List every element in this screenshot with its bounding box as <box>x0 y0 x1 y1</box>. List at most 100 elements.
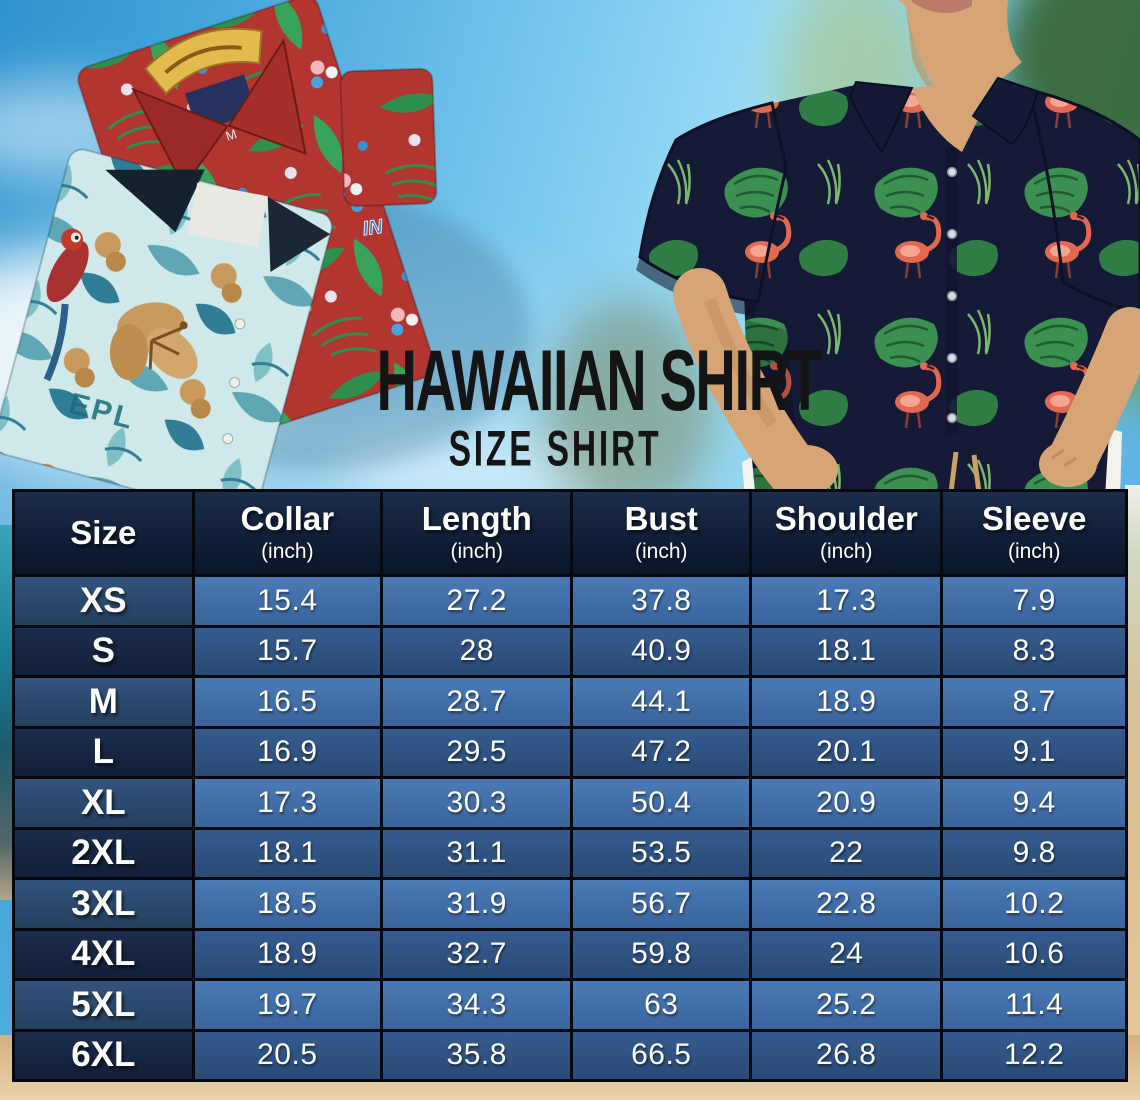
size-cell: XL <box>15 779 192 827</box>
column-header-length: Length (inch) <box>383 492 571 574</box>
size-cell: M <box>15 678 192 726</box>
page-subtitle: SIZE SHIRT <box>448 421 662 477</box>
value-cell: 12.2 <box>943 1031 1125 1079</box>
size-cell: S <box>15 627 192 675</box>
value-cell: 22 <box>752 829 941 877</box>
table-row-5xl: 5XL 19.7 34.3 63 25.2 11.4 <box>15 981 1125 1029</box>
table-row-4xl: 4XL 18.9 32.7 59.8 24 10.6 <box>15 930 1125 978</box>
column-unit: (inch) <box>820 539 873 563</box>
value-cell: 20.1 <box>752 728 941 776</box>
value-cell: 9.8 <box>943 829 1125 877</box>
value-cell: 16.5 <box>194 678 381 726</box>
table-row-s: S 15.7 28 40.9 18.1 8.3 <box>15 627 1125 675</box>
value-cell: 18.5 <box>194 880 381 928</box>
value-cell: 17.3 <box>194 779 381 827</box>
size-cell: 6XL <box>15 1031 192 1079</box>
value-cell: 10.6 <box>943 930 1125 978</box>
column-unit: (inch) <box>1007 539 1061 563</box>
value-cell: 53.5 <box>573 829 750 877</box>
value-cell: 15.7 <box>194 627 381 675</box>
value-cell: 63 <box>573 981 750 1029</box>
column-unit: (inch) <box>635 539 688 563</box>
column-header-bust: Bust (inch) <box>573 492 750 574</box>
shirt-buttons <box>946 166 958 424</box>
size-cell: XS <box>15 577 192 625</box>
column-label: Bust <box>624 500 698 538</box>
table-row-l: L 16.9 29.5 47.2 20.1 9.1 <box>15 728 1125 776</box>
value-cell: 30.3 <box>383 779 571 827</box>
model-neck <box>898 0 1022 99</box>
table-header-row: Size Collar (inch) Length (inch) Bust (inch) Sh… <box>15 492 1125 574</box>
folded-shirts-photo: M IN <box>0 0 530 500</box>
value-cell: 8.7 <box>943 678 1125 726</box>
value-cell: 7.9 <box>943 577 1125 625</box>
table-row-xl: XL 17.3 30.3 50.4 20.9 9.4 <box>15 779 1125 827</box>
value-cell: 59.8 <box>573 930 750 978</box>
value-cell: 18.1 <box>194 829 381 877</box>
value-cell: 66.5 <box>573 1031 750 1079</box>
column-label: Size <box>70 513 137 551</box>
column-label: Length <box>421 500 532 538</box>
red-shirt-logo-text: IN <box>361 216 384 241</box>
value-cell: 17.3 <box>752 577 941 625</box>
hibiscus-flower <box>109 302 198 381</box>
size-tag-text: M <box>224 126 239 144</box>
teal-hawaiian-shirt: EPL <box>0 148 333 500</box>
value-cell: 28 <box>383 627 571 675</box>
column-unit: (inch) <box>450 539 503 563</box>
title-block: HAWAIIAN SHIRT SIZE SHIRT <box>300 332 822 477</box>
size-cell: 4XL <box>15 930 192 978</box>
value-cell: 27.2 <box>383 577 571 625</box>
table-row-xs: XS 15.4 27.2 37.8 17.3 7.9 <box>15 577 1125 625</box>
value-cell: 15.4 <box>194 577 381 625</box>
value-cell: 8.3 <box>943 627 1125 675</box>
value-cell: 20.5 <box>194 1031 381 1079</box>
column-header-size: Size <box>15 492 192 574</box>
table-row-2xl: 2XL 18.1 31.1 53.5 22 9.8 <box>15 829 1125 877</box>
value-cell: 10.2 <box>943 880 1125 928</box>
value-cell: 31.1 <box>383 829 571 877</box>
parrot <box>43 228 89 382</box>
page-title: HAWAIIAN SHIRT <box>376 332 822 429</box>
value-cell: 18.9 <box>752 678 941 726</box>
model-photo <box>636 0 1140 500</box>
table-row-3xl: 3XL 18.5 31.9 56.7 22.8 10.2 <box>15 880 1125 928</box>
value-cell: 9.4 <box>943 779 1125 827</box>
size-cell: L <box>15 728 192 776</box>
value-cell: 29.5 <box>383 728 571 776</box>
value-cell: 47.2 <box>573 728 750 776</box>
column-label: Collar <box>240 500 335 538</box>
value-cell: 32.7 <box>383 930 571 978</box>
value-cell: 31.9 <box>383 880 571 928</box>
value-cell: 24 <box>752 930 941 978</box>
model-hawaiian-shirt <box>636 76 1140 500</box>
column-header-sleeve: Sleeve (inch) <box>943 492 1125 574</box>
column-label: Shoulder <box>774 500 918 538</box>
value-cell: 9.1 <box>943 728 1125 776</box>
value-cell: 28.7 <box>383 678 571 726</box>
table-row-6xl: 6XL 20.5 35.8 66.5 26.8 12.2 <box>15 1031 1125 1079</box>
value-cell: 37.8 <box>573 577 750 625</box>
size-cell: 2XL <box>15 829 192 877</box>
value-cell: 18.9 <box>194 930 381 978</box>
column-header-shoulder: Shoulder (inch) <box>752 492 941 574</box>
value-cell: 26.8 <box>752 1031 941 1079</box>
value-cell: 35.8 <box>383 1031 571 1079</box>
column-label: Sleeve <box>981 500 1087 538</box>
value-cell: 56.7 <box>573 880 750 928</box>
value-cell: 11.4 <box>943 981 1125 1029</box>
value-cell: 50.4 <box>573 779 750 827</box>
value-cell: 40.9 <box>573 627 750 675</box>
value-cell: 25.2 <box>752 981 941 1029</box>
value-cell: 18.1 <box>752 627 941 675</box>
value-cell: 34.3 <box>383 981 571 1029</box>
size-cell: 5XL <box>15 981 192 1029</box>
value-cell: 22.8 <box>752 880 941 928</box>
size-table: Size Collar (inch) Length (inch) Bust (inch) Sh… <box>12 489 1128 1082</box>
column-header-collar: Collar (inch) <box>194 492 381 574</box>
sea-strip <box>0 525 15 900</box>
beach-strip-right <box>1125 485 1140 1045</box>
size-cell: 3XL <box>15 880 192 928</box>
table-row-m: M 16.5 28.7 44.1 18.9 8.7 <box>15 678 1125 726</box>
